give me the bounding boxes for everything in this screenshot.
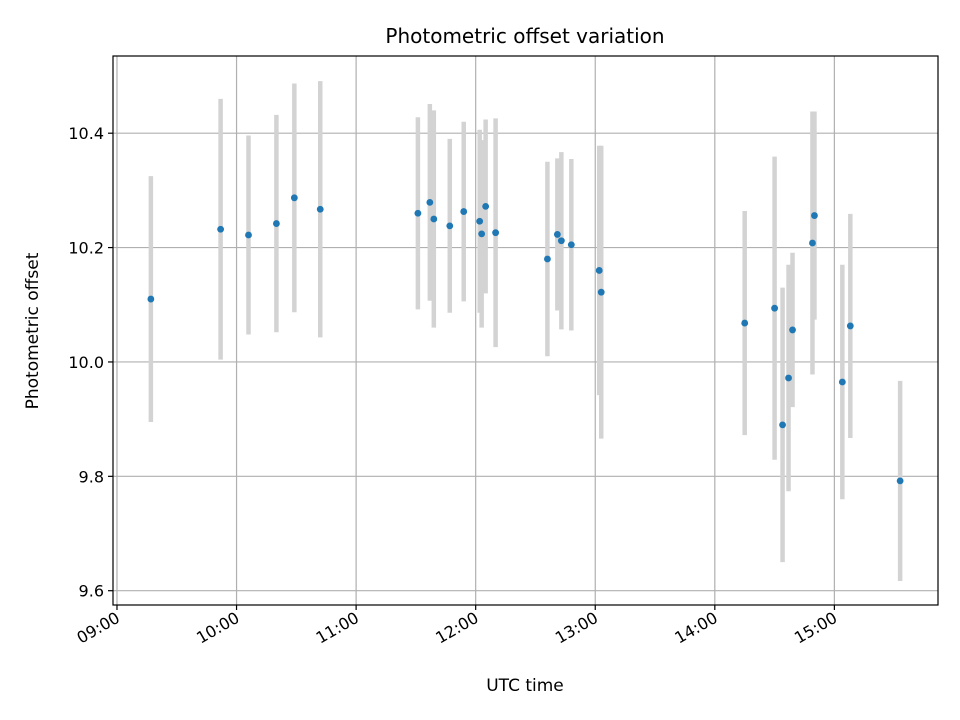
y-tick-label: 9.6	[79, 582, 104, 601]
data-point	[557, 237, 565, 245]
data-point	[597, 288, 605, 296]
data-point	[290, 194, 298, 202]
data-point	[567, 241, 575, 249]
y-tick-label: 10.4	[68, 124, 104, 143]
data-point	[785, 374, 792, 382]
data-point	[476, 217, 484, 225]
y-tick-label: 9.8	[79, 467, 104, 486]
data-point	[316, 205, 324, 213]
data-point	[779, 421, 786, 429]
chart-title: Photometric offset variation	[385, 24, 664, 48]
data-point	[273, 220, 280, 227]
data-point	[217, 225, 225, 233]
data-point	[771, 304, 778, 312]
data-point	[478, 230, 486, 238]
data-point	[414, 209, 422, 217]
data-point	[426, 199, 434, 206]
data-point	[446, 222, 454, 230]
data-point	[245, 231, 252, 239]
data-point	[846, 322, 854, 330]
data-point	[430, 215, 438, 223]
y-tick-label: 10.2	[68, 239, 104, 258]
data-point	[147, 295, 155, 303]
data-point	[544, 255, 551, 263]
data-point	[809, 239, 816, 247]
x-axis-label: UTC time	[486, 676, 564, 696]
data-point	[741, 319, 749, 327]
data-point	[838, 378, 846, 386]
data-point	[789, 326, 796, 334]
data-point	[896, 477, 904, 485]
data-points	[147, 194, 904, 485]
data-point	[482, 203, 490, 210]
y-tick-label: 10.0	[68, 353, 104, 372]
data-point	[492, 229, 500, 237]
y-axis-label: Photometric offset	[23, 252, 43, 409]
data-point	[460, 208, 468, 215]
plot-frame	[112, 55, 939, 606]
data-point	[595, 267, 603, 274]
y-axis-ticks: 9.6 9.8 10.0 10.2 10.4	[68, 124, 113, 601]
data-point	[811, 212, 818, 219]
data-point	[553, 231, 561, 238]
